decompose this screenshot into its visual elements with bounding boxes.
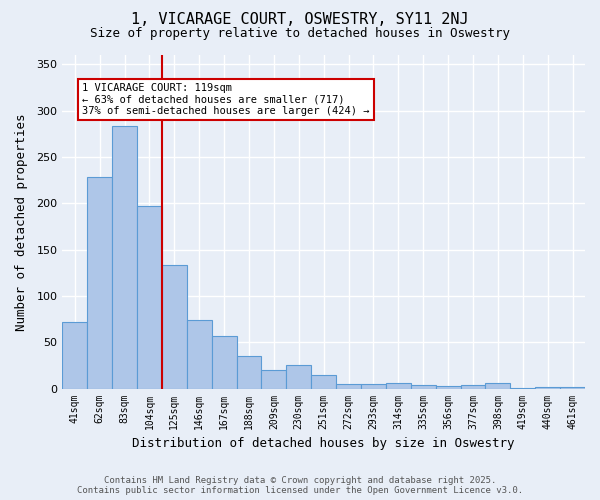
Bar xyxy=(262,370,286,388)
Bar xyxy=(137,206,162,388)
X-axis label: Distribution of detached houses by size in Oswestry: Distribution of detached houses by size … xyxy=(133,437,515,450)
Bar xyxy=(411,385,436,388)
Bar xyxy=(361,384,386,388)
Bar xyxy=(336,384,361,388)
Bar xyxy=(87,178,112,388)
Text: Contains HM Land Registry data © Crown copyright and database right 2025.
Contai: Contains HM Land Registry data © Crown c… xyxy=(77,476,523,495)
Text: Size of property relative to detached houses in Oswestry: Size of property relative to detached ho… xyxy=(90,28,510,40)
Y-axis label: Number of detached properties: Number of detached properties xyxy=(15,113,28,330)
Text: 1 VICARAGE COURT: 119sqm
← 63% of detached houses are smaller (717)
37% of semi-: 1 VICARAGE COURT: 119sqm ← 63% of detach… xyxy=(82,83,370,116)
Bar xyxy=(485,383,511,388)
Bar xyxy=(436,386,461,388)
Bar xyxy=(535,386,560,388)
Bar xyxy=(187,320,212,388)
Bar xyxy=(560,386,585,388)
Text: 1, VICARAGE COURT, OSWESTRY, SY11 2NJ: 1, VICARAGE COURT, OSWESTRY, SY11 2NJ xyxy=(131,12,469,28)
Bar xyxy=(62,322,87,388)
Bar xyxy=(212,336,236,388)
Bar xyxy=(311,374,336,388)
Bar xyxy=(112,126,137,388)
Bar xyxy=(461,385,485,388)
Bar xyxy=(286,366,311,388)
Bar xyxy=(236,356,262,388)
Bar xyxy=(162,266,187,388)
Bar xyxy=(386,383,411,388)
